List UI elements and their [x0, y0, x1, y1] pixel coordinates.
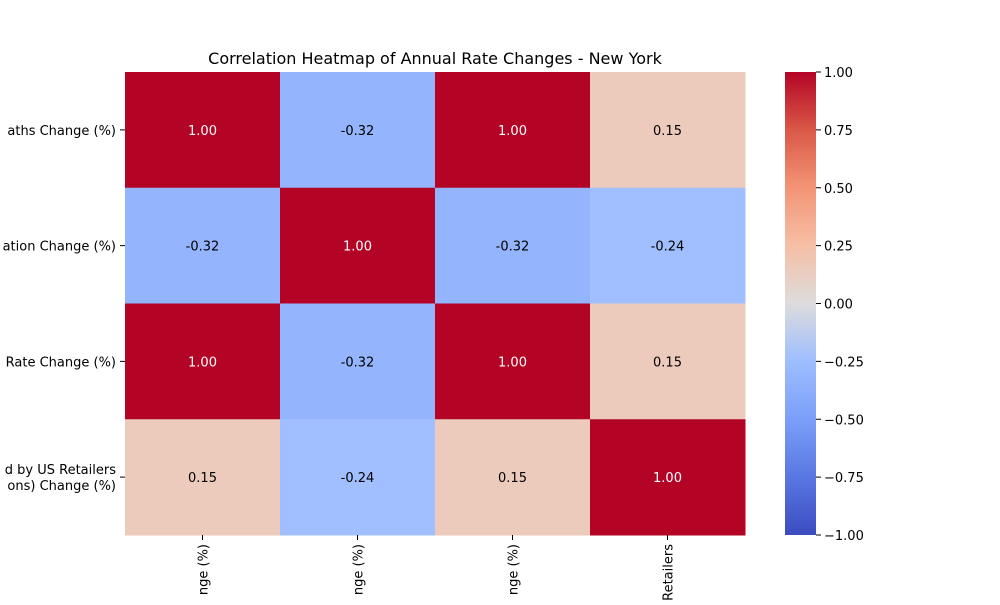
column-tick-label: nge (%): [507, 544, 522, 595]
heatmap-cell: [280, 72, 436, 189]
row-tick-label: ation Change (%): [3, 240, 116, 255]
column-tick-label: nge (%): [352, 544, 367, 595]
colorbar-tick-label: −0.75: [824, 471, 864, 486]
heatmap-cell: [435, 187, 591, 304]
column-tick-label: Retailers: [662, 544, 677, 600]
cell-value-label: -0.24: [341, 471, 375, 486]
cell-value-label: 1.00: [498, 124, 527, 139]
cell-value-label: 0.15: [188, 471, 217, 486]
heatmap-cell: [435, 72, 591, 189]
heatmap-cell: [280, 419, 436, 536]
row-tick-labels: aths Change (%) ation Change (%) Rate Chan…: [3, 124, 125, 494]
heatmap-cell: [590, 419, 746, 536]
cell-value-label: -0.32: [186, 240, 220, 255]
colorbar-tick-label: 0.50: [824, 182, 853, 197]
heatmap-cell: [125, 187, 281, 304]
chart-title: Correlation Heatmap of Annual Rate Chang…: [208, 49, 662, 68]
colorbar-tick-label: −1.00: [824, 529, 864, 544]
cell-value-label: 1.00: [343, 240, 372, 255]
colorbar-tick-label: 0.75: [824, 124, 853, 139]
row-tick-label: ons) Change (%): [7, 479, 116, 494]
cell-value-label: 1.00: [188, 355, 217, 370]
cell-value-label: 0.15: [498, 471, 527, 486]
cell-value-label: 1.00: [498, 355, 527, 370]
column-tick-labels: nge (%) nge (%) nge (%) Retailers: [197, 535, 677, 601]
colorbar-tick-label: −0.50: [824, 413, 864, 428]
heatmap-cells: 1.00 -0.32 1.00 0.15 -0.32 1.00 -0.32 -0.24 1.00…: [125, 72, 746, 536]
heatmap-cell: [435, 419, 591, 536]
cell-value-label: 1.00: [653, 471, 682, 486]
cell-value-label: -0.32: [341, 355, 375, 370]
heatmap-cell: [590, 72, 746, 189]
colorbar-tick-label: −0.25: [824, 355, 864, 370]
heatmap-cell: [125, 419, 281, 536]
heatmap-cell: [125, 72, 281, 189]
heatmap-cell: [435, 303, 591, 420]
cell-value-label: 0.15: [653, 355, 682, 370]
cell-value-label: -0.24: [651, 240, 685, 255]
row-tick-label: aths Change (%): [7, 124, 116, 139]
heatmap-cell: [590, 187, 746, 304]
colorbar-tick-label: 1.00: [824, 66, 853, 81]
colorbar-tick-label: 0.25: [824, 240, 853, 255]
row-tick-label: Rate Change (%): [6, 355, 116, 370]
cell-value-label: 0.15: [653, 124, 682, 139]
heatmap-cell: [125, 303, 281, 420]
heatmap-cell: [280, 187, 436, 304]
column-tick-label: nge (%): [197, 544, 212, 595]
heatmap-cell: [280, 303, 436, 420]
heatmap-cell: [590, 303, 746, 420]
colorbar: 1.00 0.75 0.50 0.25 0.00 −0.25 −0.50 −0.75 −1.00: [785, 66, 864, 544]
row-tick-label: d by US Retailers: [5, 463, 116, 478]
cell-value-label: -0.32: [341, 124, 375, 139]
cell-value-label: 1.00: [188, 124, 217, 139]
cell-value-label: -0.32: [496, 240, 530, 255]
colorbar-gradient: [785, 72, 816, 535]
colorbar-tick-label: 0.00: [824, 298, 853, 313]
